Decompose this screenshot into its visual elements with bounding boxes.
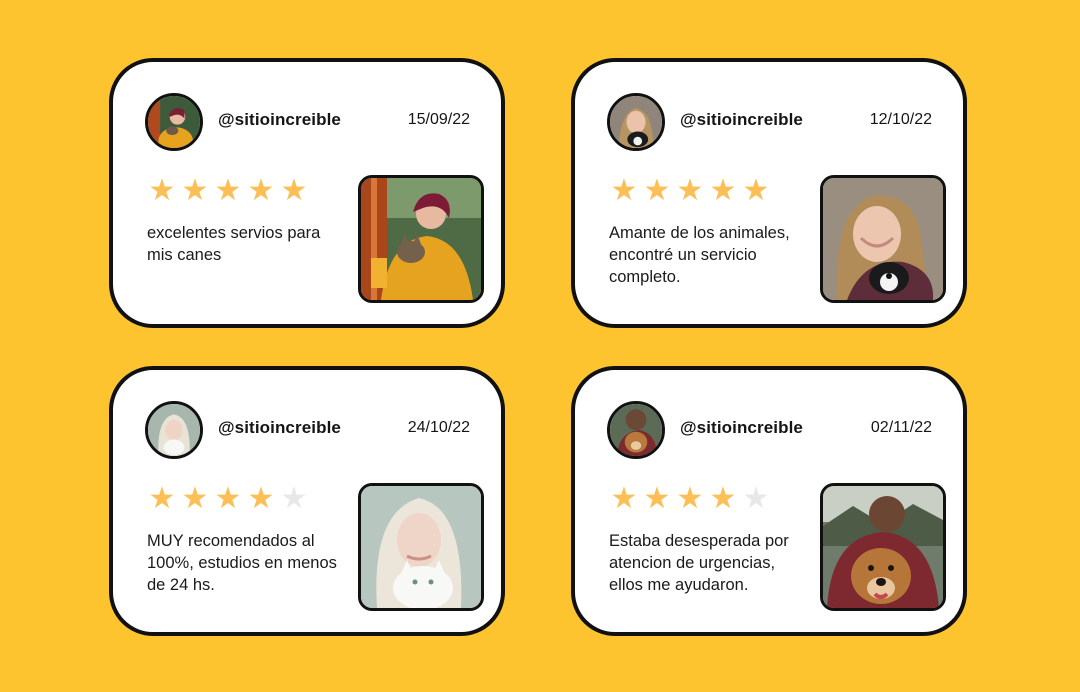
review-date: 24/10/22 <box>407 419 470 436</box>
star-icon: ★ <box>214 482 242 515</box>
review-card: @sitioincreible 15/09/22 ★ ★ ★ ★ ★ excel… <box>109 58 505 328</box>
review-text: Amante de los animales, encontré un serv… <box>609 224 790 286</box>
star-empty-icon: ★ <box>280 482 308 515</box>
star-icon: ★ <box>610 482 638 515</box>
star-icon: ★ <box>181 482 209 515</box>
star-icon: ★ <box>247 482 275 515</box>
star-icon: ★ <box>148 174 176 207</box>
star-icon: ★ <box>643 482 671 515</box>
star-icon: ★ <box>610 174 638 207</box>
review-date: 02/11/22 <box>870 419 932 436</box>
star-icon: ★ <box>214 174 242 207</box>
star-rating: ★ ★ ★ ★ ★ <box>609 176 771 206</box>
woman-with-puppy-photo[interactable] <box>820 175 946 303</box>
star-icon: ★ <box>148 482 176 515</box>
star-icon: ★ <box>643 174 671 207</box>
star-rating: ★ ★ ★ ★ ★ <box>147 484 309 514</box>
star-icon: ★ <box>676 482 704 515</box>
avatar[interactable] <box>607 401 665 459</box>
woman-with-cat-photo[interactable] <box>358 175 484 303</box>
review-text: MUY recomendados al 100%, estudios en me… <box>147 532 337 594</box>
star-icon: ★ <box>280 174 308 207</box>
star-icon: ★ <box>181 174 209 207</box>
username[interactable]: @sitioincreible <box>680 418 803 437</box>
review-date: 12/10/22 <box>869 111 932 128</box>
review-card: @sitioincreible 12/10/22 ★ ★ ★ ★ ★ Amant… <box>571 58 967 328</box>
star-rating: ★ ★ ★ ★ ★ <box>609 484 771 514</box>
star-icon: ★ <box>247 174 275 207</box>
star-rating: ★ ★ ★ ★ ★ <box>147 176 309 206</box>
avatar[interactable] <box>145 401 203 459</box>
review-card: @sitioincreible 24/10/22 ★ ★ ★ ★ ★ MUY r… <box>109 366 505 636</box>
blonde-woman-with-white-cat-photo[interactable] <box>358 483 484 611</box>
review-text: Estaba desesperada por atencion de urgen… <box>609 532 789 594</box>
username[interactable]: @sitioincreible <box>680 110 803 129</box>
avatar[interactable] <box>607 93 665 151</box>
star-icon: ★ <box>742 174 770 207</box>
star-icon: ★ <box>709 482 737 515</box>
review-card: @sitioincreible 02/11/22 ★ ★ ★ ★ ★ Estab… <box>571 366 967 636</box>
review-date: 15/09/22 <box>407 111 470 128</box>
star-icon: ★ <box>709 174 737 207</box>
review-text: excelentes servios para mis canes <box>147 224 321 264</box>
man-hugging-dog-photo[interactable] <box>820 483 946 611</box>
avatar[interactable] <box>145 93 203 151</box>
username[interactable]: @sitioincreible <box>218 110 341 129</box>
username[interactable]: @sitioincreible <box>218 418 341 437</box>
star-empty-icon: ★ <box>742 482 770 515</box>
star-icon: ★ <box>676 174 704 207</box>
